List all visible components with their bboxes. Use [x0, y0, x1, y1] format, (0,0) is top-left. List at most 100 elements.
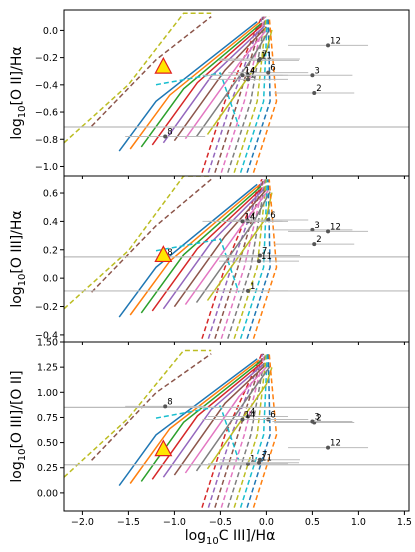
model-grid-line [214, 353, 265, 508]
model-grid-line [246, 353, 271, 508]
axes-frame [63, 341, 410, 512]
model-grid-line [195, 365, 271, 472]
y-axis-label: log10[O III]/[O II] [9, 370, 28, 482]
highlight-triangle [154, 439, 173, 457]
model-grid-line [91, 16, 212, 127]
model-grid-line [252, 179, 278, 339]
model-grid-line [129, 22, 260, 150]
data-point [163, 404, 168, 409]
point-label: 12 [330, 439, 341, 449]
x-tick-label: −0.5 [209, 517, 232, 528]
model-grid-line [220, 179, 266, 339]
point-label: 7 [262, 451, 267, 461]
y-tick-label: −0.6 [35, 108, 58, 119]
data-point [257, 58, 262, 63]
point-label: 2 [316, 413, 321, 423]
model-grid-line [220, 353, 266, 508]
model-grid-line [233, 353, 268, 508]
point-label: 6 [270, 64, 275, 74]
x-tick-label: −1.5 [117, 517, 140, 528]
y-tick-label: 0.00 [37, 488, 58, 499]
y-tick-label: 1.50 [37, 338, 58, 349]
model-grid-line [118, 21, 258, 152]
x-tick-label: 1.5 [397, 517, 412, 528]
model-grid-line [214, 16, 265, 173]
data-point [310, 419, 315, 424]
model-grid-line [173, 189, 267, 308]
model-grid-line [220, 16, 266, 173]
point-label: 3 [314, 66, 319, 76]
point-label: 3 [314, 221, 319, 231]
y-tick-label: −0.2 [35, 302, 58, 313]
model-grid-line [151, 24, 264, 146]
x-tick-label: 1.0 [351, 517, 366, 528]
point-label: 4 [250, 407, 255, 417]
y-tick-label: 0.4 [43, 217, 58, 228]
model-grid-line [91, 178, 212, 293]
y-tick-label: 1.00 [37, 388, 58, 399]
point-label: 12 [330, 36, 341, 46]
y-axis-label: log10[O II]/Hα [9, 46, 28, 139]
point-label: 6 [270, 211, 275, 221]
point-label: 6 [270, 410, 275, 420]
data-point [326, 229, 331, 234]
y-tick-label: −1.0 [35, 162, 58, 173]
data-point [240, 73, 245, 78]
model-grid-line [201, 353, 263, 508]
model-grid-line [118, 358, 258, 487]
model-grid-line [252, 353, 278, 508]
model-grid-line [195, 28, 271, 138]
highlight-triangle [154, 245, 173, 263]
y-tick-label: −0.8 [35, 135, 58, 146]
model-grid-line [91, 353, 212, 461]
data-point [312, 91, 317, 95]
data-point [257, 253, 262, 258]
data-point [240, 219, 245, 224]
point-label: 8 [167, 128, 172, 138]
point-label: 14 [244, 212, 255, 222]
model-grid-line [239, 179, 269, 339]
y-tick-label: 0.6 [43, 189, 58, 200]
model-grid-line [246, 179, 271, 339]
y-tick-label: 0.25 [37, 463, 58, 474]
model-grid-line [155, 238, 240, 293]
model-grid-line [140, 185, 262, 314]
model-grid-line [64, 349, 212, 478]
point-label: 3 [314, 412, 319, 422]
model-grid-line [151, 186, 264, 312]
model-grid-line [162, 25, 266, 144]
y-tick-label: 0.75 [37, 413, 58, 424]
data-point [266, 70, 271, 75]
data-point [246, 77, 250, 82]
point-label: 4 [250, 212, 255, 222]
data-point [163, 134, 168, 139]
model-grid-line [239, 353, 269, 508]
point-label: 7 [262, 50, 267, 60]
y-tick-label: 0.2 [43, 245, 58, 256]
point-label: 8 [167, 248, 172, 258]
data-point [326, 43, 331, 48]
x-tick-label: −2.0 [71, 517, 94, 528]
model-grid-line [195, 191, 271, 304]
point-label: 11 [261, 51, 272, 61]
x-tick-label: 0.5 [305, 517, 320, 528]
highlight-triangle [154, 56, 173, 74]
model-grid-line [233, 16, 268, 173]
y-tick-label: 0.0 [43, 274, 58, 285]
model-grid-line [227, 353, 267, 508]
model-grid-line [162, 362, 266, 478]
point-label: 7 [262, 246, 267, 256]
model-grid-line [252, 16, 278, 173]
y-tick-label: 0.0 [43, 26, 58, 37]
point-label: 2 [316, 235, 321, 245]
model-grid-line [151, 361, 264, 480]
point-label: 2 [316, 84, 321, 94]
model-grid-line [184, 364, 269, 474]
x-axis-label: log10C III]/Hα [185, 528, 276, 547]
